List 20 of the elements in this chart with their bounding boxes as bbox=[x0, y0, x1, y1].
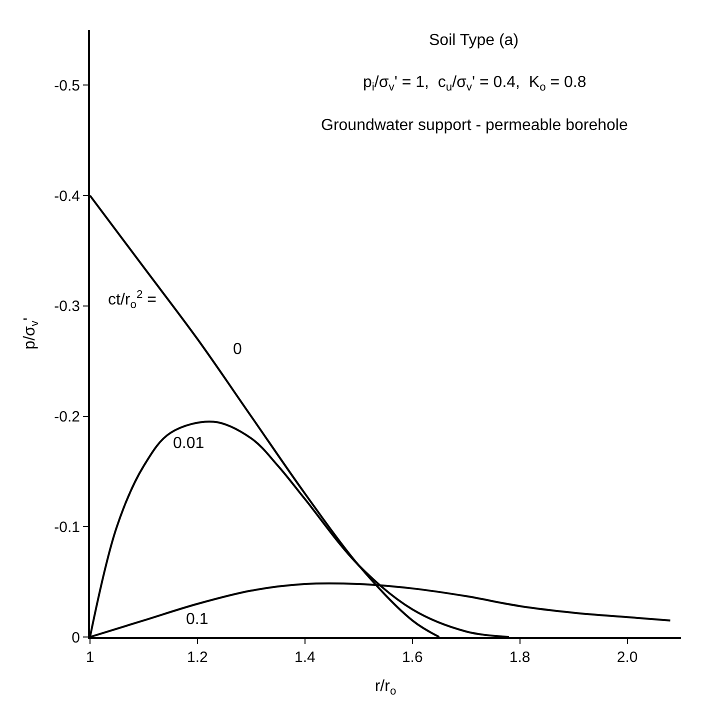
y-tick-label: -0.3 bbox=[54, 298, 80, 316]
series-label: 0.1 bbox=[186, 611, 208, 628]
x-tick-label: 1 bbox=[86, 649, 94, 666]
y-tick-label: -0.5 bbox=[54, 77, 80, 94]
y-tick-label: 0 bbox=[72, 629, 80, 646]
y-tick-label: -0.1 bbox=[54, 518, 80, 536]
x-tick-label: 1.4 bbox=[294, 649, 316, 666]
text: p$_{i}$/σ$_{v}$' = 1, c$_{u}$/σ$_{v}$' = 0.4, K$_{o}$ = 0.8 bbox=[363, 74, 586, 94]
x-tick-label: 1.8 bbox=[509, 649, 530, 666]
x-tick-label: 1.2 bbox=[187, 649, 208, 666]
annotation: ct/r$_{o}$$^{2}$ = bbox=[108, 289, 156, 312]
y-tick-label: -0.2 bbox=[54, 408, 80, 426]
series-label: 0 bbox=[233, 341, 242, 358]
y-tick-label: -0.4 bbox=[54, 188, 80, 205]
x-tick-label: 2.0 bbox=[616, 649, 638, 666]
series-label: 0.01 bbox=[173, 435, 204, 452]
chart-title: Soil Type (a) bbox=[429, 32, 519, 49]
x-axis-title: r/r$_{o}$ bbox=[374, 678, 396, 698]
x-tick-label: 1.6 bbox=[402, 649, 423, 666]
annotation: Groundwater support - permeable borehole bbox=[321, 117, 628, 134]
